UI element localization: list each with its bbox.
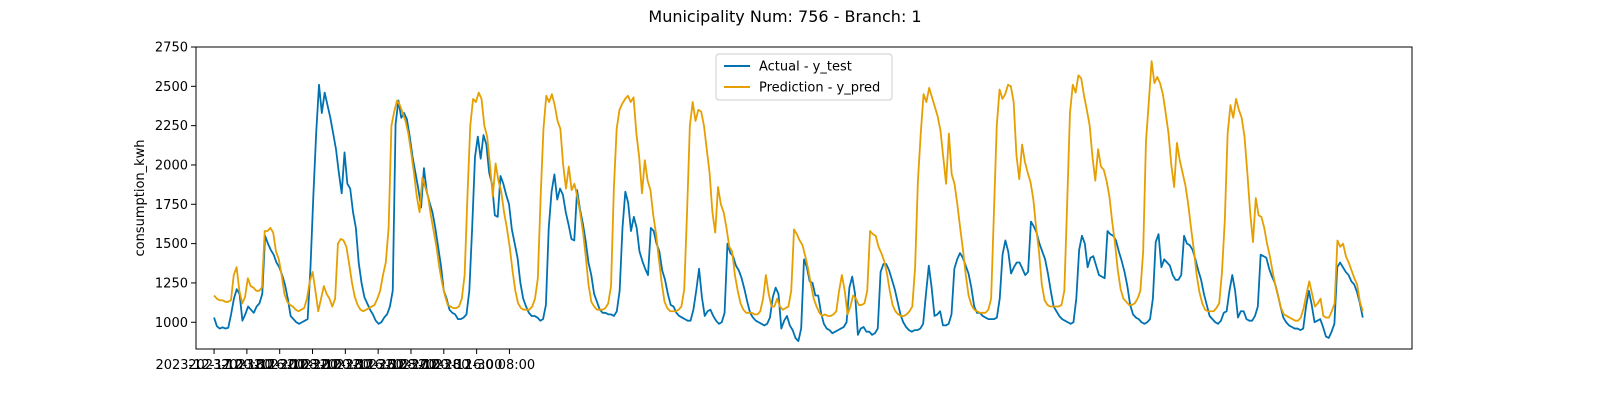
y-tick-label: 2250 xyxy=(155,119,188,134)
x-tick-label: 2023-12-20 08:00 xyxy=(221,358,338,373)
x-tick-label: 2023-12-23 16:00 xyxy=(287,358,404,373)
series-line-actual xyxy=(213,83,1364,343)
x-tick-label: 2023-12-17 00:00 xyxy=(155,358,272,373)
y-tick-label: 1250 xyxy=(155,276,188,291)
x-tick-label: 2023-12-22 00:00 xyxy=(254,358,371,373)
y-tick-label: 1000 xyxy=(155,316,188,331)
y-axis-label: consumption_kwh xyxy=(133,139,148,256)
legend-label-actual: Actual - y_test xyxy=(759,60,852,75)
series-layer xyxy=(213,60,1364,343)
x-tick-label: 2023-12-28 16:00 xyxy=(385,358,502,373)
x-tick-label: 2023-12-18 16:00 xyxy=(188,358,305,373)
y-axis: 1000 1250 1500 1750 2000 2250 2500 2750 xyxy=(155,41,196,331)
legend: Actual - y_test Prediction - y_pred xyxy=(715,53,893,101)
legend-label-prediction: Prediction - y_pred xyxy=(759,81,880,96)
series-line-prediction xyxy=(213,60,1364,322)
y-tick-label: 2750 xyxy=(155,41,188,56)
y-tick-label: 1500 xyxy=(155,237,188,252)
y-tick-label: 2500 xyxy=(155,80,188,95)
x-tick-label: 2023-12-30 08:00 xyxy=(418,358,535,373)
chart-title: Municipality Num: 756 - Branch: 1 xyxy=(648,7,921,26)
y-tick-label: 2000 xyxy=(155,158,188,173)
y-tick-label: 1750 xyxy=(155,198,188,213)
legend-frame xyxy=(715,53,893,101)
x-tick-label: 2023-12-25 08:00 xyxy=(320,358,437,373)
x-tick-label: 2023-12-27 00:00 xyxy=(352,358,469,373)
